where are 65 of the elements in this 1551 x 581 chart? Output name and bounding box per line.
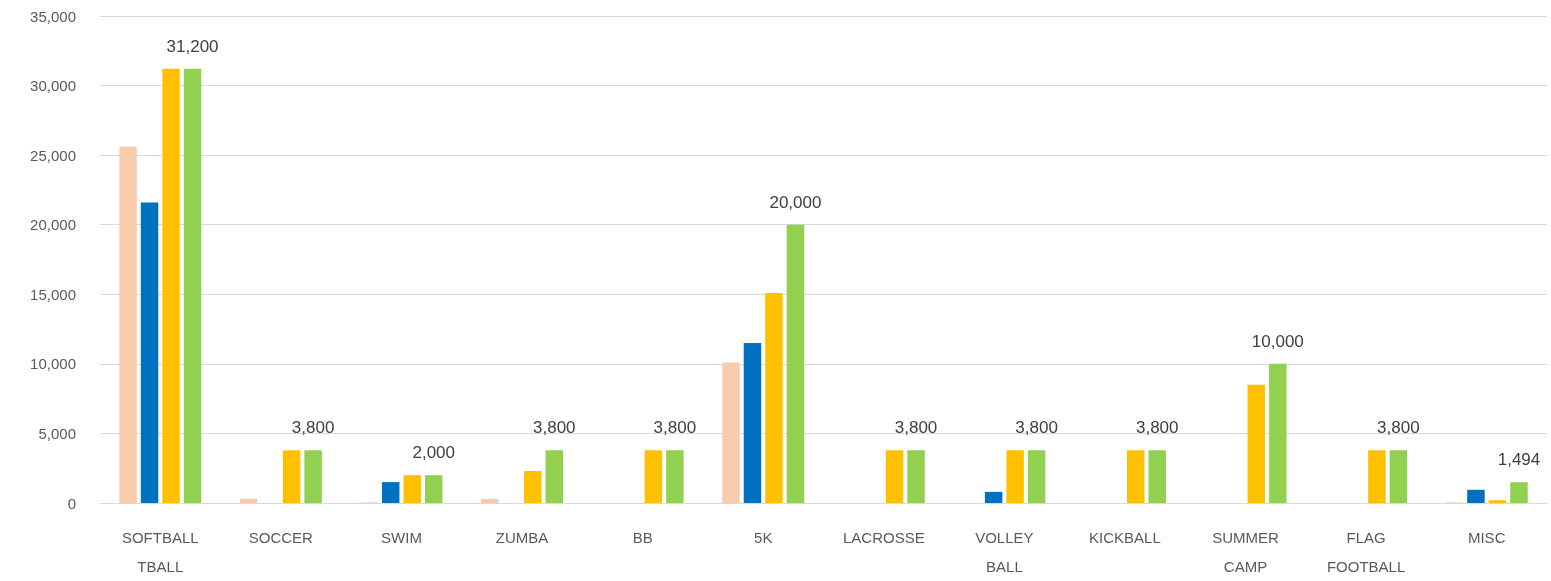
bar bbox=[381, 482, 400, 503]
data-label: 2,000 bbox=[412, 443, 455, 463]
data-label: 3,800 bbox=[1377, 418, 1420, 438]
x-tick-label: SWIM bbox=[381, 529, 422, 546]
data-label: 20,000 bbox=[769, 192, 822, 212]
data-label: 10,000 bbox=[1251, 331, 1304, 351]
bar bbox=[907, 450, 925, 503]
x-tick-label: ZUMBA bbox=[495, 529, 549, 546]
y-tick-label: 15,000 bbox=[30, 285, 76, 303]
bar bbox=[1148, 450, 1166, 503]
bar bbox=[183, 68, 202, 503]
y-tick-label: 0 bbox=[67, 494, 76, 512]
bar bbox=[304, 450, 322, 503]
bar bbox=[239, 498, 258, 503]
bar bbox=[481, 498, 499, 503]
bar bbox=[1006, 450, 1024, 503]
bar bbox=[666, 450, 684, 503]
x-tick-label: SOFTBALL TBALL bbox=[121, 529, 199, 575]
x-tick-label: VOLLEY BALL bbox=[975, 529, 1034, 575]
x-tick-label: KICKBALL bbox=[1089, 529, 1161, 546]
bar bbox=[140, 202, 159, 503]
y-tick-label: 30,000 bbox=[30, 77, 76, 95]
bar bbox=[1389, 450, 1408, 503]
y-tick-label: 35,000 bbox=[30, 7, 76, 25]
x-tick-label: 5K bbox=[754, 529, 773, 546]
bar bbox=[1488, 500, 1507, 503]
x-tick-label: BB bbox=[632, 529, 653, 546]
bar bbox=[524, 471, 542, 503]
bar bbox=[885, 450, 904, 503]
bar bbox=[403, 475, 421, 503]
y-tick-label: 10,000 bbox=[30, 355, 76, 373]
bar bbox=[786, 224, 805, 503]
x-tick-label: MISC bbox=[1467, 529, 1506, 546]
bar bbox=[765, 292, 783, 503]
x-tick-label: SUMMER CAMP bbox=[1212, 529, 1280, 575]
data-label: 31,200 bbox=[166, 36, 219, 56]
bar bbox=[119, 146, 137, 503]
bar bbox=[282, 450, 301, 503]
bar bbox=[1510, 482, 1528, 503]
bar bbox=[722, 362, 740, 503]
bar bbox=[984, 491, 1003, 503]
x-tick-label: SOCCER bbox=[248, 529, 314, 546]
x-tick-label: LACROSSE bbox=[842, 529, 925, 546]
y-tick-label: 20,000 bbox=[30, 216, 76, 234]
data-label: 1,494 bbox=[1497, 450, 1541, 470]
bar bbox=[1269, 363, 1287, 503]
bar bbox=[644, 450, 663, 503]
data-label: 3,800 bbox=[1015, 418, 1058, 438]
bar bbox=[1467, 489, 1485, 503]
bar bbox=[1247, 384, 1266, 503]
y-tick-label: 25,000 bbox=[30, 146, 76, 164]
bar bbox=[1126, 450, 1145, 503]
data-label: 3,800 bbox=[533, 418, 576, 438]
y-tick-label: 5,000 bbox=[38, 424, 76, 442]
data-label: 3,800 bbox=[894, 418, 938, 438]
bar bbox=[545, 450, 564, 503]
bar bbox=[162, 68, 180, 503]
bar bbox=[743, 342, 762, 503]
data-label: 3,800 bbox=[653, 418, 697, 438]
x-tick-label: FLAG FOOTBALL bbox=[1326, 529, 1406, 575]
bar bbox=[1027, 450, 1046, 503]
data-label: 3,800 bbox=[1135, 418, 1179, 438]
bar bbox=[1368, 450, 1386, 503]
bar bbox=[424, 475, 443, 503]
data-label: 3,800 bbox=[291, 418, 335, 438]
